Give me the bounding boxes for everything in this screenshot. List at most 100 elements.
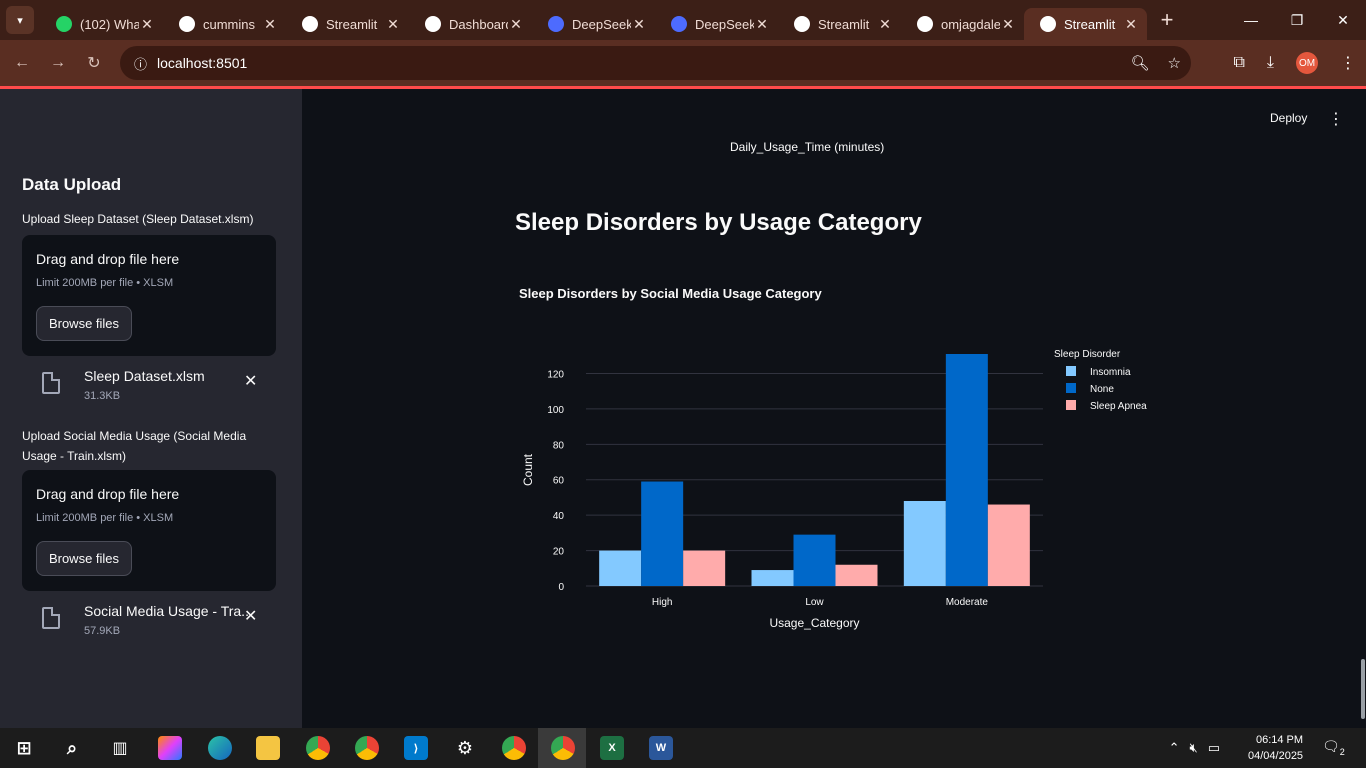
close-tab-icon[interactable]: ✕ [1125, 15, 1137, 32]
bar-sleep-apnea-moderate[interactable] [987, 504, 1030, 586]
edge-icon[interactable] [208, 736, 232, 760]
deploy-button[interactable]: Deploy [1270, 111, 1308, 125]
legend-item-label[interactable]: None [1090, 384, 1114, 395]
browser-tab[interactable]: DeepSeek ✕ [532, 8, 655, 40]
copilot-icon[interactable] [158, 736, 182, 760]
close-tab-icon[interactable]: ✕ [879, 15, 891, 32]
excel-icon[interactable]: X [600, 736, 624, 760]
dropzone-title: Drag and drop file here [36, 251, 180, 267]
zoom-icon[interactable]: 🔍︎ [1130, 55, 1150, 72]
network-icon[interactable]: ▭ [1207, 740, 1220, 755]
close-tab-icon[interactable]: ✕ [510, 15, 522, 32]
bookmark-star-icon[interactable]: ☆ [1167, 55, 1181, 72]
legend-swatch[interactable] [1066, 366, 1076, 376]
chrome-icon[interactable] [551, 736, 575, 760]
bar-none-low[interactable] [793, 534, 836, 586]
bar-none-moderate[interactable] [945, 354, 988, 586]
github-icon [917, 16, 933, 32]
reload-button[interactable]: ↻ [87, 55, 101, 72]
browser-menu-icon[interactable]: ⋮ [1340, 55, 1356, 72]
browser-tab[interactable]: omjagdale ✕ [901, 8, 1024, 40]
dropzone-limit: Limit 200MB per file • XLSM [36, 512, 174, 524]
restore-button[interactable]: ❐ [1290, 11, 1304, 28]
legend-swatch[interactable] [1066, 400, 1076, 410]
legend-item-label[interactable]: Insomnia [1090, 367, 1131, 378]
bar-insomnia-low[interactable] [751, 570, 794, 586]
system-tray: ⌃ 🔇︎ ▭ [1169, 728, 1220, 768]
dropzone-social[interactable]: Drag and drop file here Limit 200MB per … [22, 470, 276, 591]
file-explorer-icon[interactable] [256, 736, 280, 760]
back-button[interactable]: ← [14, 54, 30, 71]
chrome-icon[interactable] [355, 736, 379, 760]
dropzone-limit: Limit 200MB per file • XLSM [36, 277, 174, 289]
browser-tab[interactable]: cummins ✕ [163, 8, 286, 40]
site-info-icon[interactable]: ⓘ [134, 56, 148, 72]
vscode-icon[interactable]: ⟩ [404, 736, 428, 760]
browser-tab[interactable]: (102) WhatsApp✕ [40, 8, 163, 40]
browser-tab[interactable]: Streamlit ✕ [286, 8, 409, 40]
browser-tab[interactable]: Dashboard ✕ [409, 8, 532, 40]
chrome-icon[interactable] [502, 736, 526, 760]
browser-tab[interactable]: Streamlit ✕ [1024, 8, 1147, 40]
file-size: 57.9KB [84, 625, 121, 637]
close-tab-icon[interactable]: ✕ [387, 15, 399, 32]
settings-gear-icon[interactable]: ⚙ [456, 737, 474, 758]
y-tick-label: 100 [547, 405, 564, 416]
close-tab-icon[interactable]: ✕ [756, 15, 768, 32]
close-tab-icon[interactable]: ✕ [141, 15, 153, 32]
tab-title: Streamlit [818, 16, 870, 32]
bar-insomnia-high[interactable] [599, 550, 642, 586]
x-tick-label: High [652, 597, 673, 608]
bar-none-high[interactable] [641, 481, 684, 586]
file-size: 31.3KB [84, 390, 121, 402]
bar-sleep-apnea-high[interactable] [683, 550, 726, 586]
volume-muted-icon[interactable]: 🔇︎ [1189, 740, 1198, 755]
profile-avatar[interactable]: OM [1296, 52, 1318, 74]
y-tick-label: 20 [553, 547, 565, 558]
legend-swatch[interactable] [1066, 383, 1076, 393]
chrome-icon[interactable] [306, 736, 330, 760]
close-tab-icon[interactable]: ✕ [1002, 15, 1014, 32]
tab-title: DeepSeek [695, 16, 754, 32]
remove-file-icon[interactable]: ✕ [244, 373, 258, 390]
browser-tab[interactable]: DeepSeek ✕ [655, 8, 778, 40]
task-view-icon[interactable]: ▥ [112, 740, 128, 757]
close-window-button[interactable]: ✕ [1337, 11, 1349, 28]
tray-overflow-icon[interactable]: ⌃ [1168, 740, 1180, 755]
new-tab-button[interactable]: + [1160, 7, 1174, 32]
bar-sleep-apnea-low[interactable] [835, 564, 878, 586]
tab-search-button[interactable]: ▾ [6, 6, 34, 34]
streamlit-status-line [0, 86, 1366, 89]
close-tab-icon[interactable]: ✕ [633, 15, 645, 32]
extensions-icon[interactable]: ⧉ [1233, 54, 1245, 71]
search-icon[interactable]: ⌕ [66, 737, 78, 758]
remove-file-icon[interactable]: ✕ [244, 608, 258, 625]
legend-title: Sleep Disorder [1054, 349, 1121, 360]
url-text[interactable]: localhost:8501 [157, 55, 248, 71]
download-icon[interactable]: ⤓ [1266, 54, 1274, 71]
scrollbar-thumb[interactable] [1361, 659, 1365, 719]
bar-insomnia-moderate[interactable] [903, 500, 946, 586]
dropzone-sleep[interactable]: Drag and drop file here Limit 200MB per … [22, 235, 276, 356]
browser-tab[interactable]: Streamlit ✕ [778, 8, 901, 40]
minimize-button[interactable]: — [1244, 12, 1258, 28]
upload-label-sleep: Upload Sleep Dataset (Sleep Dataset.xlsm… [22, 212, 254, 226]
x-axis-label: Usage_Category [769, 616, 859, 630]
legend-item-label[interactable]: Sleep Apnea [1090, 401, 1147, 412]
notification-icon[interactable]: 🗨︎2 [1322, 738, 1345, 757]
close-tab-icon[interactable]: ✕ [264, 15, 276, 32]
y-tick-label: 0 [558, 582, 564, 593]
browser-tab-bar: ▾ (102) WhatsApp✕cummins✕Streamlit✕Dashb… [0, 0, 1366, 40]
clock-time: 06:14 PM [1255, 734, 1304, 746]
browse-files-button[interactable]: Browse files [36, 541, 132, 576]
app-menu-icon[interactable]: ⋮ [1328, 111, 1344, 128]
uploaded-file-social: Social Media Usage - Tra... 57.9KB ✕ [40, 603, 270, 643]
taskbar-clock[interactable]: 06:14 PM 04/04/2025 [1248, 732, 1303, 764]
forward-button[interactable]: → [50, 54, 66, 71]
browse-files-button[interactable]: Browse files [36, 306, 132, 341]
address-bar-row: ← → ↻ ⓘ localhost:8501 🔍︎ ☆ ⧉ ⤓ OM ⋮ [0, 40, 1366, 86]
word-icon[interactable]: W [649, 736, 673, 760]
windows-start-icon[interactable]: ⊞ [16, 737, 32, 758]
omnibox[interactable]: ⓘ localhost:8501 🔍︎ ☆ [120, 46, 1191, 80]
toolbar-right: ⧉ ⤓ OM ⋮ [1233, 40, 1356, 86]
